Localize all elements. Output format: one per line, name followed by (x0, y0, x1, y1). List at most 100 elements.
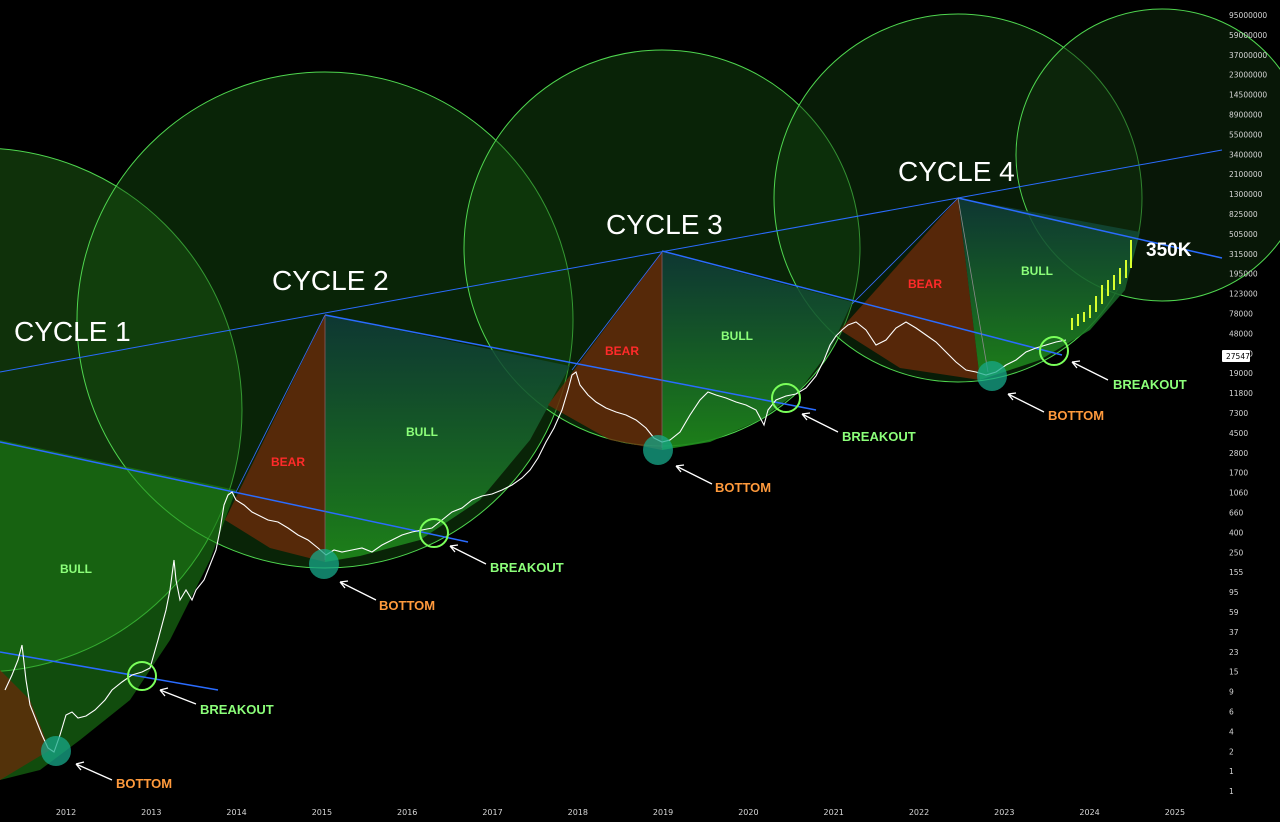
x-tick-label: 2025 (1165, 808, 1185, 817)
cycle-3-bottom-tag: BOTTOM (715, 480, 771, 495)
cycle-1-bull-tag: BULL (60, 562, 92, 576)
y-tick-label: 2100000 (1229, 170, 1263, 179)
x-tick-label: 2013 (141, 808, 161, 817)
x-tick-label: 2020 (738, 808, 758, 817)
current-price-text: 27547 (1226, 352, 1250, 361)
breakout-marker-4 (1039, 336, 1069, 366)
cycle-3-bull-tag: BULL (721, 329, 753, 343)
y-tick-label: 1300000 (1229, 190, 1263, 199)
bottom-marker-1 (41, 736, 71, 766)
target-price-label: 350K (1146, 240, 1192, 261)
peak-lines (235, 197, 989, 560)
y-tick-label: 37000000 (1229, 51, 1267, 60)
cycle-3-breakout-tag: BREAKOUT (842, 429, 916, 444)
cycle-1-breakout-tag: BREAKOUT (200, 702, 274, 717)
cycle-2-bottom-tag: BOTTOM (379, 598, 435, 613)
upper-trend-line (0, 149, 1223, 373)
cycle-4-bear-wedge (840, 198, 980, 380)
y-tick-label: 8900000 (1229, 111, 1263, 120)
cycle-2-bear-wedge (225, 315, 325, 562)
trend-line-2 (0, 441, 469, 543)
y-tick-label: 11800 (1229, 389, 1253, 398)
current-price-marker: 27547 (1222, 350, 1250, 362)
y-tick-label: 2 (1229, 747, 1234, 756)
x-axis: 2012 2013 2014 2015 2016 2017 2018 2019 2020 2021… (56, 808, 1185, 817)
trend-line-3 (324, 314, 817, 411)
y-tick-label: 37 (1229, 628, 1239, 637)
descending-lines (0, 197, 1223, 691)
breakout-marker-3 (771, 383, 801, 413)
bottom-markers (41, 361, 1007, 766)
y-tick-label: 3400000 (1229, 150, 1263, 159)
cycle-2-bear-tag: BEAR (271, 455, 305, 469)
x-tick-label: 2024 (1079, 808, 1099, 817)
cycle-2-breakout-tag: BREAKOUT (490, 560, 564, 575)
y-tick-label: 1 (1229, 787, 1234, 796)
trend-line-4 (661, 250, 1063, 356)
cycle-3-label: CYCLE 3 (606, 209, 723, 240)
y-tick-label: 4 (1229, 727, 1234, 736)
breakout-marker-1 (127, 661, 157, 691)
cycle-3-bear-tag: BEAR (605, 344, 639, 358)
y-tick-label: 2800 (1229, 449, 1248, 458)
cycle-2-label: CYCLE 2 (272, 265, 389, 296)
y-tick-label: 1 (1229, 767, 1234, 776)
x-tick-label: 2018 (568, 808, 588, 817)
annotation-arrows (75, 360, 1109, 781)
cycle-4-label: CYCLE 4 (898, 156, 1015, 187)
y-tick-label: 14500000 (1229, 91, 1267, 100)
y-tick-label: 505000 (1229, 230, 1258, 239)
cycle-1-bull-wedge (0, 440, 236, 780)
y-tick-label: 7300 (1229, 409, 1248, 418)
x-tick-label: 2015 (312, 808, 332, 817)
y-tick-label: 19000 (1229, 369, 1253, 378)
cycle-1-label: CYCLE 1 (14, 316, 131, 347)
cycle-wedges (0, 198, 1140, 780)
y-axis: 95000000 59000000 37000000 23000000 14500000… (1229, 11, 1267, 796)
cycle-4-bottom-tag: BOTTOM (1048, 408, 1104, 423)
cycle-4-bull-wedge (958, 198, 1140, 380)
x-tick-label: 2014 (226, 808, 246, 817)
y-tick-label: 5500000 (1229, 130, 1263, 139)
y-tick-label: 23 (1229, 648, 1239, 657)
cycle-2-bull-wedge (325, 315, 570, 562)
cycle-4-bull-tag: BULL (1021, 264, 1053, 278)
cycle-1-bottom-tag: BOTTOM (116, 776, 172, 791)
y-tick-label: 155 (1229, 568, 1244, 577)
y-tick-label: 59000000 (1229, 31, 1267, 40)
x-tick-label: 2016 (397, 808, 417, 817)
x-tick-label: 2019 (653, 808, 673, 817)
trend-line-1 (0, 651, 219, 691)
y-tick-label: 23000000 (1229, 71, 1267, 80)
x-tick-label: 2012 (56, 808, 76, 817)
y-tick-label: 6 (1229, 708, 1234, 717)
y-tick-label: 123000 (1229, 290, 1258, 299)
y-tick-label: 250 (1229, 548, 1244, 557)
y-tick-label: 195000 (1229, 270, 1258, 279)
breakout-marker-2 (419, 518, 449, 548)
y-tick-label: 315000 (1229, 250, 1258, 259)
trend-line-5 (957, 197, 1223, 259)
breakout-markers (127, 336, 1069, 691)
x-tick-label: 2017 (482, 808, 502, 817)
y-tick-label: 660 (1229, 509, 1244, 518)
y-tick-label: 95 (1229, 588, 1239, 597)
price-line (4, 321, 1067, 753)
cycle-1-bear-wedge (0, 670, 50, 780)
projection-bars (1071, 240, 1132, 330)
y-tick-label: 4500 (1229, 429, 1248, 438)
y-tick-label: 825000 (1229, 210, 1258, 219)
y-tick-label: 78000 (1229, 310, 1253, 319)
y-tick-label: 59 (1229, 608, 1239, 617)
y-tick-label: 48000 (1229, 329, 1253, 338)
bottom-marker-2 (309, 549, 339, 579)
x-tick-label: 2021 (824, 808, 844, 817)
cycle-4-breakout-tag: BREAKOUT (1113, 377, 1187, 392)
x-tick-label: 2023 (994, 808, 1014, 817)
y-tick-label: 1060 (1229, 489, 1248, 498)
cycle-2-bull-tag: BULL (406, 425, 438, 439)
bottom-marker-3 (643, 435, 673, 465)
y-tick-label: 400 (1229, 528, 1244, 537)
y-tick-label: 95000000 (1229, 11, 1267, 20)
